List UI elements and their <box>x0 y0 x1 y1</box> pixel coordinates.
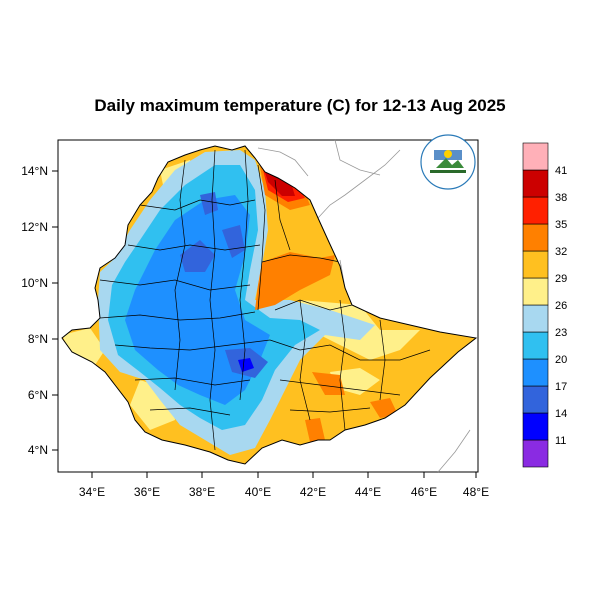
colorbar-swatch <box>522 358 549 387</box>
x-tick-label: 36°E <box>134 485 160 499</box>
colorbar-label: 14 <box>555 408 567 420</box>
colorbar-label: 11 <box>555 435 566 447</box>
colorbar-label: 38 <box>555 192 567 204</box>
colorbar-swatch <box>522 250 549 279</box>
x-tick-label: 34°E <box>79 485 105 499</box>
x-tick-label: 46°E <box>411 485 437 499</box>
ethiopia-border <box>61 145 478 465</box>
colorbar-swatch <box>522 196 549 225</box>
colorbar-swatch <box>522 223 549 252</box>
colorbar-swatch <box>522 277 549 306</box>
colorbar-label: 32 <box>555 246 567 258</box>
x-axis <box>91 472 477 478</box>
map-title: Daily maximum temperature (C) for 12-13 … <box>94 96 506 115</box>
x-tick-label: 38°E <box>189 485 215 499</box>
colorbar-swatch <box>522 412 549 441</box>
colorbar-label: 41 <box>555 165 567 177</box>
colorbar-label: 20 <box>555 354 567 366</box>
colorbar-swatch <box>522 142 549 171</box>
x-tick-label: 40°E <box>245 485 271 499</box>
y-tick-label: 10°N <box>21 276 48 290</box>
y-tick-label: 6°N <box>28 388 48 402</box>
x-tick-label: 42°E <box>300 485 326 499</box>
colorbar: 11 14 17 20 23 26 29 32 35 38 41 <box>522 142 567 468</box>
y-tick-label: 8°N <box>28 332 48 346</box>
zone-boundaries <box>99 149 431 451</box>
x-tick-label: 48°E <box>463 485 489 499</box>
y-tick-label: 12°N <box>21 220 48 234</box>
colorbar-swatch <box>522 385 549 414</box>
colorbar-swatch <box>522 439 549 468</box>
colorbar-label: 26 <box>555 300 567 312</box>
colorbar-swatch <box>522 331 549 360</box>
neighbor-borders <box>257 139 471 473</box>
colorbar-label: 17 <box>555 381 567 393</box>
agency-logo <box>420 134 476 190</box>
colorbar-swatch <box>522 304 549 333</box>
colorbar-label: 29 <box>555 273 567 285</box>
colorbar-swatch <box>522 169 549 198</box>
y-axis <box>52 170 58 451</box>
colorbar-label: 35 <box>555 219 567 231</box>
colorbar-label: 23 <box>555 327 567 339</box>
x-tick-label: 44°E <box>355 485 381 499</box>
y-tick-label: 4°N <box>28 443 48 457</box>
y-tick-label: 14°N <box>21 164 48 178</box>
